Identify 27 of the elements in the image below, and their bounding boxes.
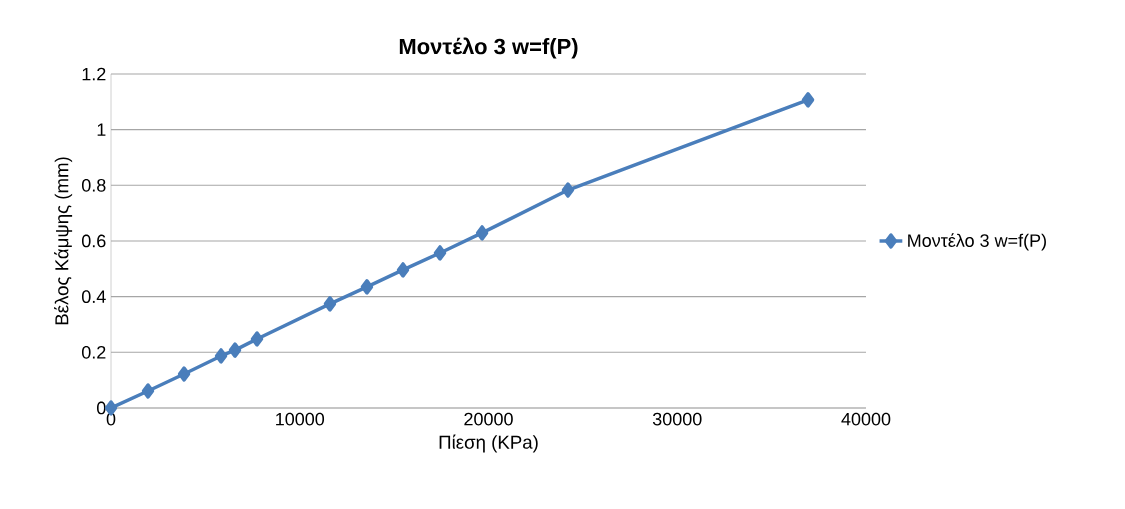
point (433, 245, 447, 261)
point (801, 92, 815, 108)
point (561, 182, 575, 198)
point (228, 342, 242, 358)
y-axis-title: Βέλος Κάμψης (mm) (54, 157, 73, 325)
x-tick-label: 30000 (652, 412, 702, 426)
x-axis-title: Πίεση (KPa) (439, 434, 538, 453)
y-tick-label: 1.2 (82, 67, 106, 81)
y-tick-label: 0.8 (81, 178, 106, 192)
point (475, 225, 489, 241)
point (177, 366, 191, 382)
y-tick-label: 0.4 (81, 290, 106, 304)
x-tick-label: 20000 (464, 412, 513, 426)
y-tick-label: 0.2 (81, 345, 106, 359)
x-tick-label: 40000 (841, 412, 891, 426)
point (250, 331, 264, 347)
point (214, 348, 228, 364)
legend-label: Μοντέλο 3 w=f(P) (908, 233, 1046, 251)
point (141, 383, 155, 399)
point (323, 296, 337, 312)
x-tick-label: 10000 (276, 412, 325, 426)
y-tick-label: 0.6 (81, 234, 106, 248)
y-tick-label: 1 (97, 123, 106, 136)
y-tick-label: 0 (97, 401, 106, 415)
point (360, 279, 374, 295)
chart-title: Μοντέλο 3 w=f(P) (399, 37, 578, 59)
point (396, 262, 410, 278)
